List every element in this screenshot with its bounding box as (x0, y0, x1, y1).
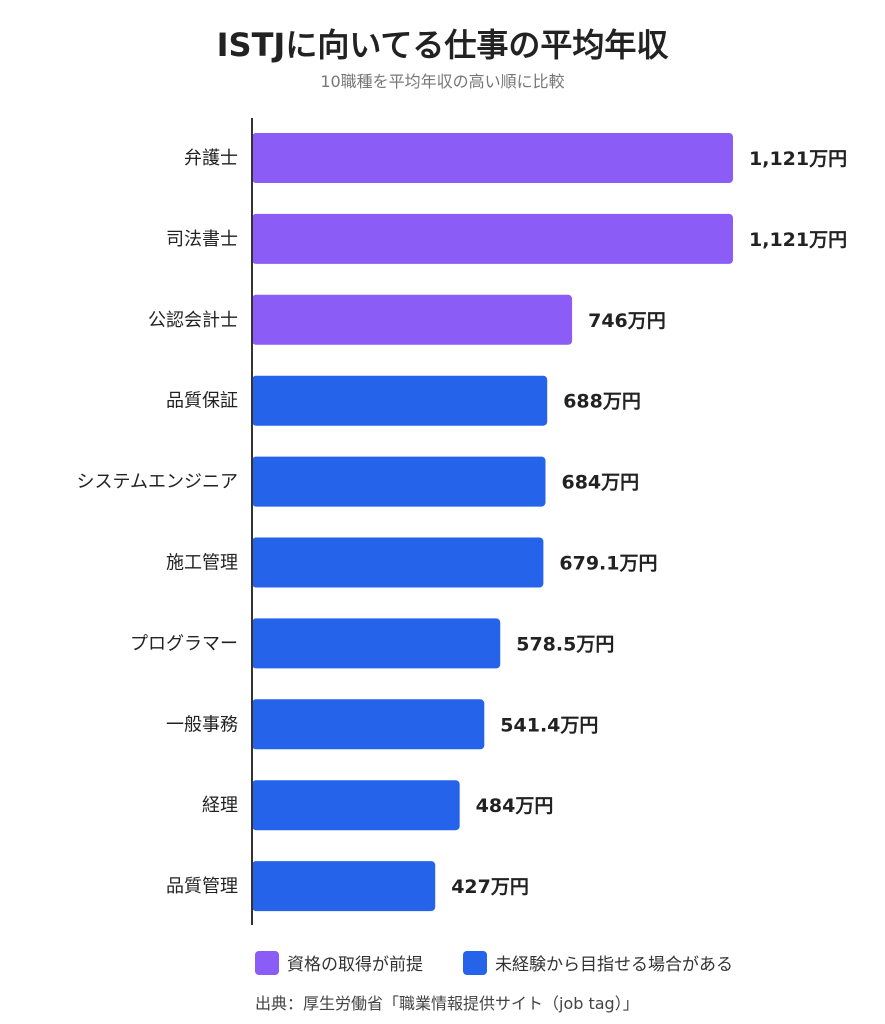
bar (252, 133, 733, 183)
bar (252, 375, 548, 426)
category-label: 経理 (202, 795, 238, 816)
bar (252, 780, 460, 831)
legend-item-inexperienced: 未経験から目指せる場合がある (463, 950, 733, 975)
category-label: 司法書士 (166, 229, 238, 250)
category-label: 品質保証 (166, 391, 238, 412)
bar (252, 456, 546, 507)
legend-swatch (463, 950, 487, 975)
value-label: 484万円 (476, 795, 554, 817)
value-label: 578.5万円 (516, 633, 614, 655)
category-label: システムエンジニア (77, 472, 238, 493)
legend: 資格の取得が前提 未経験から目指せる場合がある (255, 950, 733, 975)
value-label: 746万円 (588, 310, 666, 332)
category-label: 一般事務 (166, 714, 238, 735)
bar (252, 861, 436, 912)
value-label: 427万円 (451, 876, 529, 898)
category-label: プログラマー (130, 633, 238, 654)
value-label: 541.4万円 (500, 714, 598, 736)
legend-label: 未経験から目指せる場合がある (495, 955, 733, 975)
bar (252, 213, 733, 264)
category-label: 施工管理 (166, 553, 238, 574)
category-label: 公認会計士 (148, 310, 238, 331)
chart-title: ISTJに向いてる仕事の平均年収 (216, 26, 669, 64)
category-label: 弁護士 (184, 148, 238, 169)
value-label: 684万円 (561, 472, 639, 494)
bar (252, 618, 501, 669)
bar (252, 699, 485, 750)
legend-swatch (255, 950, 279, 975)
value-label: 1,121万円 (749, 229, 847, 251)
chart-subtitle: 10職種を平均年収の高い順に比較 (320, 72, 565, 91)
value-label: 1,121万円 (749, 148, 847, 170)
legend-label: 資格の取得が前提 (287, 955, 423, 975)
bar (252, 537, 544, 588)
category-label: 品質管理 (166, 876, 238, 897)
value-label: 688万円 (563, 391, 641, 413)
legend-item-qualification: 資格の取得が前提 (255, 950, 423, 975)
source-note: 出典：厚生労働省「職業情報提供サイト（job tag）」 (255, 994, 639, 1013)
value-label: 679.1万円 (559, 553, 657, 575)
bar (252, 294, 573, 345)
